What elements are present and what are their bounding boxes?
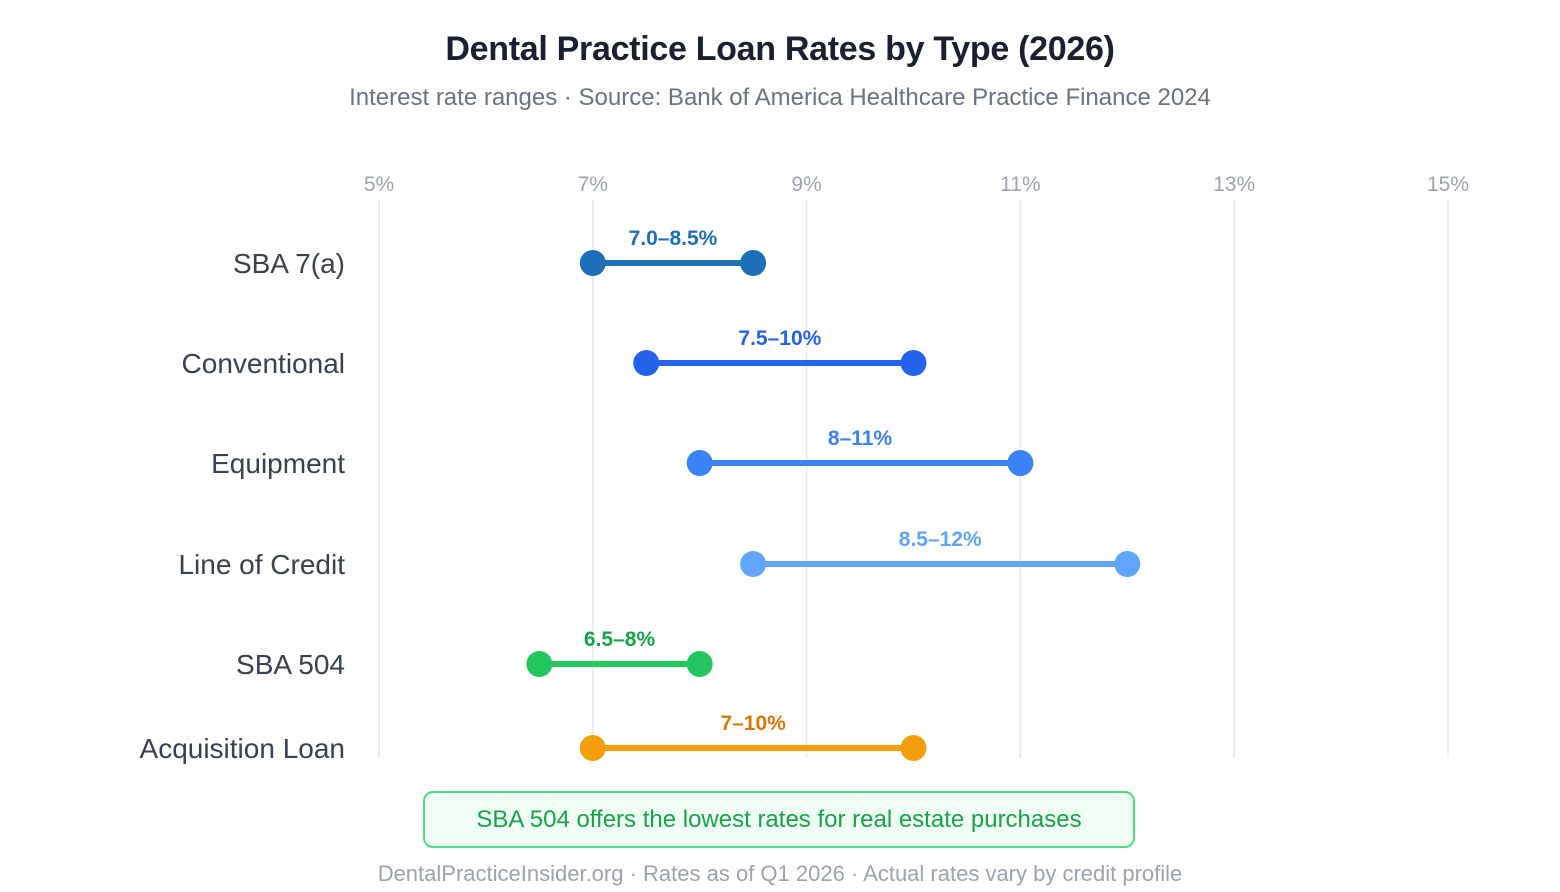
category-label: SBA 7(a) — [233, 248, 345, 279]
range-low-dot — [579, 735, 606, 761]
footer-note: DentalPracticeInsider.org · Rates as of … — [377, 861, 1183, 886]
range-low-dot — [633, 350, 660, 376]
chart-title: Dental Practice Loan Rates by Type (2026… — [445, 30, 1115, 68]
range-data-label: 7.5–10% — [738, 327, 821, 350]
range-high-dot — [900, 735, 927, 761]
range-high-dot — [686, 651, 713, 677]
category-label: Equipment — [211, 448, 345, 479]
category-label: Acquisition Loan — [140, 733, 345, 764]
insight-callout: SBA 504 offers the lowest rates for real… — [423, 791, 1135, 848]
range-data-label: 7–10% — [720, 712, 786, 735]
x-tick-label: 15% — [1427, 173, 1469, 196]
range-high-dot — [1007, 450, 1034, 476]
range-high-dot — [740, 250, 767, 276]
x-tick-label: 13% — [1213, 173, 1255, 196]
range-data-label: 8.5–12% — [899, 528, 982, 551]
category-label: Conventional — [182, 348, 345, 379]
range-low-dot — [740, 551, 767, 577]
x-tick-label: 9% — [791, 173, 821, 196]
range-low-dot — [686, 450, 713, 476]
range-data-label: 8–11% — [828, 427, 893, 450]
category-label: Line of Credit — [178, 549, 345, 580]
range-data-label: 6.5–8% — [584, 628, 656, 651]
category-label: SBA 504 — [236, 649, 345, 680]
range-low-dot — [526, 651, 553, 677]
range-low-dot — [579, 250, 606, 276]
x-tick-label: 5% — [364, 173, 394, 196]
range-high-dot — [900, 350, 927, 376]
x-tick-label: 11% — [1000, 173, 1040, 196]
chart-subtitle: Interest rate ranges · Source: Bank of A… — [349, 84, 1211, 111]
range-high-dot — [1114, 551, 1141, 577]
x-tick-label: 7% — [578, 173, 608, 196]
range-data-label: 7.0–8.5% — [629, 227, 718, 250]
